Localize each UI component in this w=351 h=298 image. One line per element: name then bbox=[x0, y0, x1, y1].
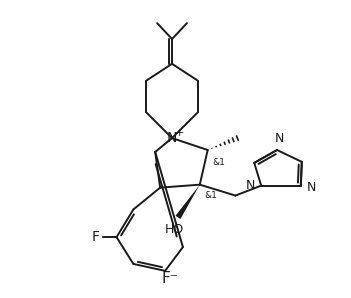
Text: N: N bbox=[246, 179, 255, 192]
Text: +: + bbox=[175, 128, 185, 138]
Text: N: N bbox=[307, 181, 316, 194]
Text: &1: &1 bbox=[205, 191, 218, 200]
Text: &1: &1 bbox=[213, 158, 226, 167]
Polygon shape bbox=[176, 185, 200, 219]
Text: N: N bbox=[167, 131, 177, 145]
Text: N: N bbox=[274, 132, 284, 145]
Text: F⁻: F⁻ bbox=[162, 271, 178, 286]
Text: F: F bbox=[92, 230, 100, 244]
Text: HO: HO bbox=[164, 223, 184, 236]
